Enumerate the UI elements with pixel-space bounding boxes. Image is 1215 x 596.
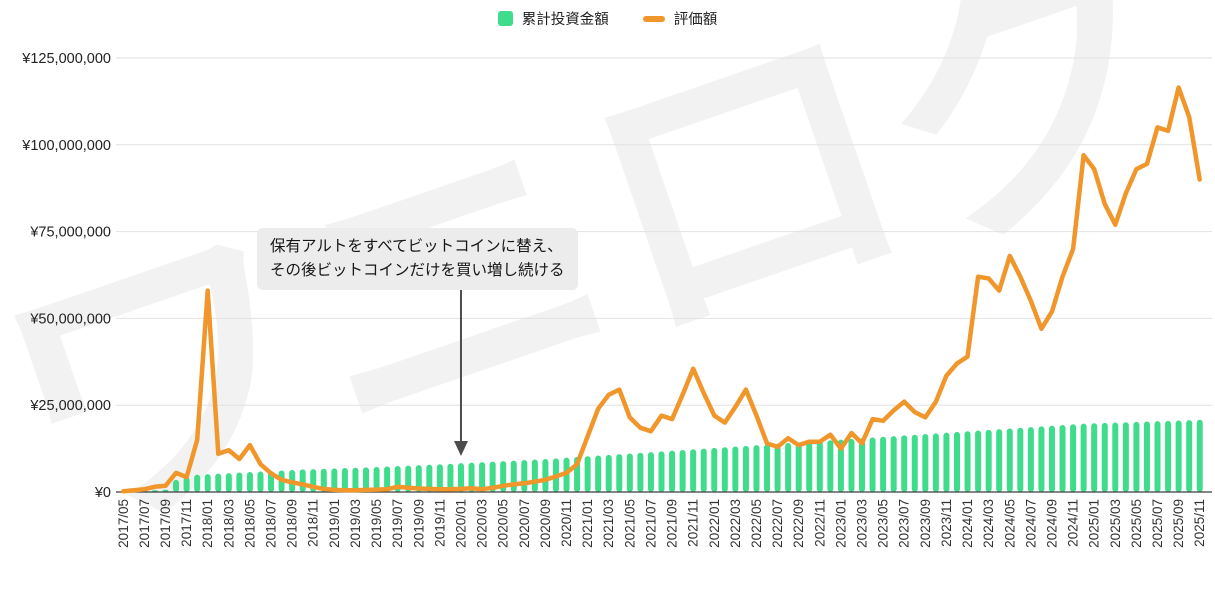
svg-text:2024/05: 2024/05 [1002,499,1017,548]
svg-text:¥75,000,000: ¥75,000,000 [29,225,111,241]
svg-text:2021/11: 2021/11 [686,499,701,547]
svg-text:2020/01: 2020/01 [453,499,468,548]
svg-text:2019/05: 2019/05 [369,499,384,548]
svg-text:2022/05: 2022/05 [749,499,764,548]
annotation-arrow-icon [453,288,468,456]
chart-legend: 累計投資金額 評価額 [0,8,1215,29]
svg-text:2024/09: 2024/09 [1044,499,1059,548]
svg-text:¥125,000,000: ¥125,000,000 [21,51,111,67]
svg-text:2023/09: 2023/09 [918,499,933,548]
svg-text:2023/05: 2023/05 [876,499,891,548]
svg-text:¥50,000,000: ¥50,000,000 [29,311,111,327]
chart-canvas: ¥0 ¥25,000,000 ¥50,000,000 ¥75,000,000 ¥100,… [21,51,1212,548]
svg-text:2024/11: 2024/11 [1066,499,1081,547]
svg-text:2018/09: 2018/09 [285,499,300,548]
svg-text:2017/11: 2017/11 [179,499,194,547]
svg-text:2023/01: 2023/01 [833,499,848,548]
svg-text:2022/01: 2022/01 [707,499,722,548]
legend-item-0: 累計投資金額 [497,8,609,29]
svg-text:¥25,000,000: ¥25,000,000 [29,398,111,414]
svg-text:2020/07: 2020/07 [517,499,532,548]
svg-text:2019/07: 2019/07 [390,499,405,548]
svg-text:2021/05: 2021/05 [622,499,637,548]
svg-text:2025/01: 2025/01 [1087,499,1102,548]
svg-text:2024/03: 2024/03 [981,499,996,548]
svg-text:2022/07: 2022/07 [770,499,785,548]
svg-text:2017/05: 2017/05 [116,499,131,548]
legend-item-1: 評価額 [642,8,718,29]
svg-text:2021/03: 2021/03 [601,499,616,548]
legend-label: 評価額 [673,12,718,28]
svg-text:2025/07: 2025/07 [1150,499,1165,548]
svg-text:¥0: ¥0 [94,485,111,501]
svg-text:2025/05: 2025/05 [1129,499,1144,548]
svg-text:2024/01: 2024/01 [960,499,975,548]
svg-text:2020/05: 2020/05 [496,499,511,548]
svg-text:2023/07: 2023/07 [897,499,912,548]
svg-text:2023/11: 2023/11 [939,499,954,547]
svg-text:2018/03: 2018/03 [221,499,236,548]
svg-text:2021/09: 2021/09 [665,499,680,548]
svg-text:2020/09: 2020/09 [538,499,553,548]
svg-text:2020/11: 2020/11 [559,499,574,547]
svg-text:2021/07: 2021/07 [643,499,658,548]
legend-marker-dash-icon [642,15,665,22]
svg-text:2018/11: 2018/11 [306,499,321,547]
svg-text:2024/07: 2024/07 [1023,499,1038,548]
svg-text:2021/01: 2021/01 [580,499,595,548]
annotation-callout: 保有アルトをすべてビットコインに替え、 その後ビットコインだけを買い増し続ける [257,228,578,291]
legend-marker-square-icon [497,11,513,26]
svg-text:2023/03: 2023/03 [855,499,870,548]
legend-label: 累計投資金額 [521,12,609,28]
svg-text:2022/09: 2022/09 [791,499,806,548]
svg-text:2018/07: 2018/07 [264,499,279,548]
svg-text:2019/03: 2019/03 [348,499,363,548]
svg-text:2022/03: 2022/03 [728,499,743,548]
svg-text:2019/09: 2019/09 [411,499,426,548]
svg-text:2018/05: 2018/05 [242,499,257,548]
svg-text:2017/09: 2017/09 [158,499,173,548]
svg-text:2025/09: 2025/09 [1171,499,1186,548]
svg-text:¥100,000,000: ¥100,000,000 [21,138,111,154]
svg-text:2018/01: 2018/01 [200,499,215,548]
annotation-line-2: その後ビットコインだけを買い増し続ける [270,262,565,280]
svg-text:2025/03: 2025/03 [1108,499,1123,548]
svg-text:2025/11: 2025/11 [1192,499,1207,547]
svg-text:2017/07: 2017/07 [137,499,152,548]
svg-text:2020/03: 2020/03 [475,499,490,548]
svg-text:2022/11: 2022/11 [812,499,827,547]
annotation-line-1: 保有アルトをすべてビットコインに替え、 [270,238,563,255]
svg-text:2019/01: 2019/01 [327,499,342,548]
svg-text:2019/11: 2019/11 [432,499,447,547]
